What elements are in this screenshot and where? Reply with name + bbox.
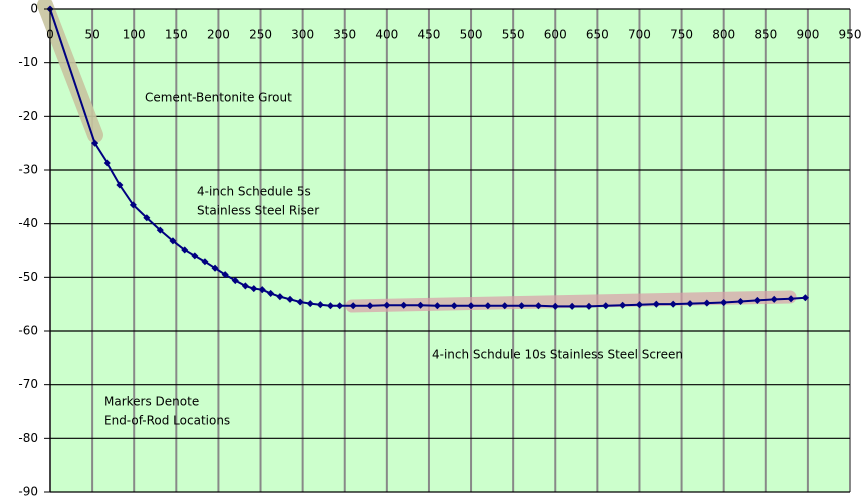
y-tick-label: 0 — [30, 2, 38, 16]
y-tick-label: -80 — [18, 431, 38, 445]
chart: Cement-Bentonite Grout 4-inch Schedule 5… — [0, 0, 867, 500]
y-tick-label: -30 — [18, 163, 38, 177]
x-tick-label: 300 — [291, 28, 314, 42]
y-tick-label: -40 — [18, 216, 38, 230]
y-tick-label: -10 — [18, 55, 38, 69]
x-tick-label: 50 — [84, 28, 99, 42]
y-tick-label: -70 — [18, 377, 38, 391]
annotation: Cement-Bentonite Grout — [145, 91, 292, 105]
annotation: Markers Denote — [104, 395, 199, 409]
x-tick-label: 600 — [544, 28, 567, 42]
x-tick-label: 750 — [670, 28, 693, 42]
x-tick-label: 700 — [628, 28, 651, 42]
x-tick-label: 850 — [754, 28, 777, 42]
y-tick-label: -60 — [18, 324, 38, 338]
x-tick-label: 250 — [249, 28, 272, 42]
y-tick-label: -90 — [18, 485, 38, 499]
x-tick-label: 100 — [123, 28, 146, 42]
x-tick-label: 900 — [796, 28, 819, 42]
y-tick-label: -50 — [18, 270, 38, 284]
annotation: 4-inch Schdule 10s Stainless Steel Scree… — [432, 348, 683, 362]
x-tick-label: 800 — [712, 28, 735, 42]
x-tick-label: 450 — [417, 28, 440, 42]
annotation: End-of-Rod Locations — [104, 414, 230, 428]
annotation: Stainless Steel Riser — [197, 204, 319, 218]
x-tick-label: 550 — [502, 28, 525, 42]
y-tick-label: -20 — [18, 109, 38, 123]
x-tick-label: 150 — [165, 28, 188, 42]
x-tick-label: 950 — [839, 28, 862, 42]
x-tick-label: 350 — [333, 28, 356, 42]
x-tick-label: 200 — [207, 28, 230, 42]
x-tick-label: 400 — [375, 28, 398, 42]
x-tick-label: 500 — [460, 28, 483, 42]
annotation: 4-inch Schedule 5s — [197, 185, 311, 199]
x-tick-label: 650 — [586, 28, 609, 42]
